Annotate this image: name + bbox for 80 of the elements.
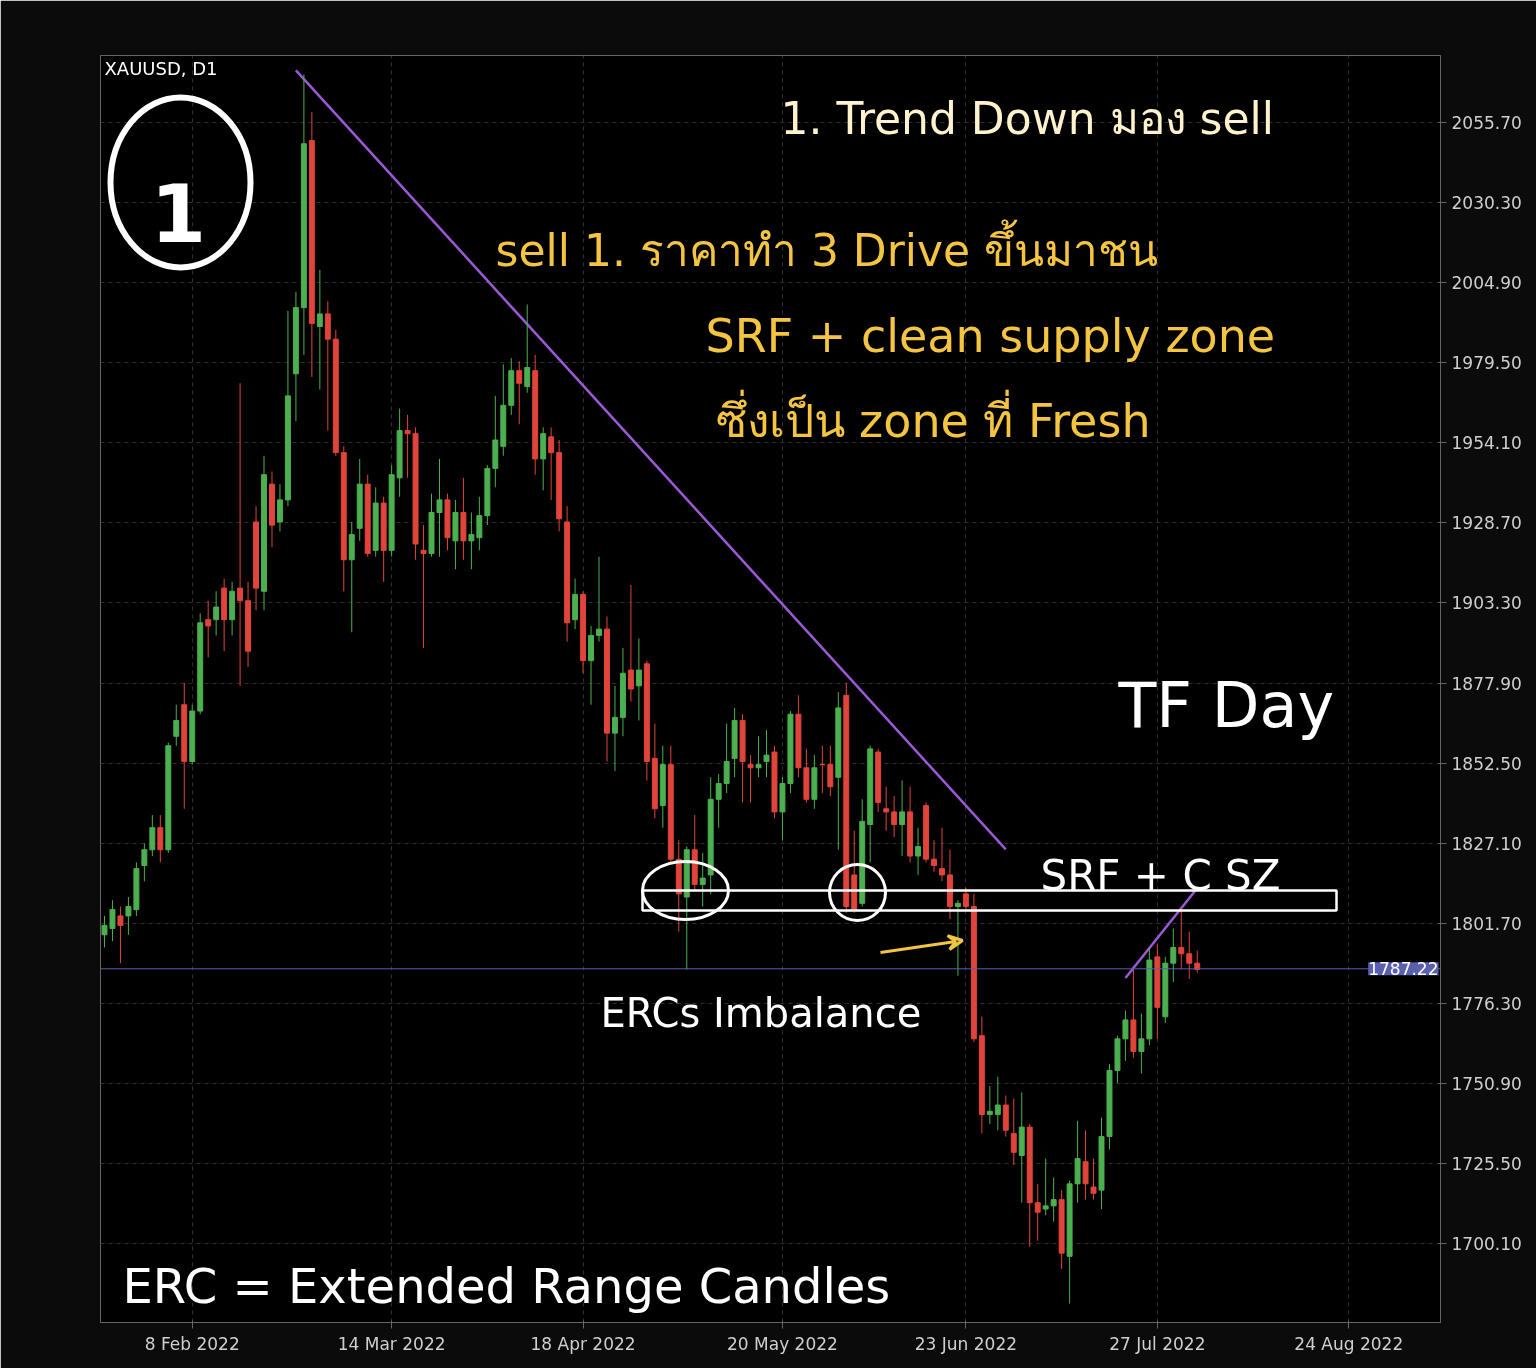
annotation: sell 1. ราคาทำ 3 Drive ขึ้นมาชน: [495, 219, 1159, 276]
candlestick: [237, 382, 244, 687]
chart-title: XAUUSD, D1: [104, 57, 218, 79]
annotation: ERCs Imbalance: [600, 989, 922, 1036]
ref-line-label: 1787.22: [1368, 959, 1439, 980]
candlestick: [157, 814, 164, 863]
candlestick: [986, 1085, 993, 1125]
candlestick: [316, 269, 323, 391]
y-tick-label: 2055.70: [1451, 113, 1522, 134]
y-tick-label: 1801.70: [1451, 913, 1522, 934]
candlestick: [1170, 928, 1177, 983]
annotation: SRF + C SZ: [1040, 851, 1281, 900]
annotation: ซึ่งเป็น zone ที่ Fresh: [715, 388, 1151, 448]
x-tick-label: 27 Jul 2022: [1109, 1333, 1206, 1354]
candlestick: [915, 827, 922, 876]
candlestick: [404, 414, 411, 479]
candlestick: [173, 704, 180, 747]
y-tick-label: 1750.90: [1451, 1073, 1522, 1094]
candlestick: [1178, 905, 1185, 971]
candlestick: [548, 426, 555, 501]
candlestick: [420, 524, 427, 649]
x-tick-label: 18 Apr 2022: [530, 1333, 636, 1354]
candlestick: [723, 723, 730, 794]
candlestick: [827, 745, 834, 797]
candlestick: [954, 899, 961, 977]
y-tick-label: 1954.10: [1451, 433, 1522, 454]
candlestick: [1082, 1129, 1089, 1201]
candlestick: [899, 779, 906, 857]
y-tick-label: 1877.90: [1451, 673, 1522, 694]
candlestick: [627, 584, 634, 703]
y-tick-label: 1979.50: [1451, 353, 1522, 374]
y-tick-label: 1700.10: [1451, 1233, 1522, 1254]
x-tick-label: 8 Feb 2022: [144, 1333, 240, 1354]
candlestick: [117, 905, 124, 964]
candlestick: [763, 729, 770, 778]
x-tick-label: 24 Aug 2022: [1294, 1333, 1404, 1354]
candlestick: [1138, 1013, 1145, 1075]
annotation: TF Day: [1117, 669, 1335, 742]
candlestick: [1090, 1158, 1097, 1201]
y-tick-label: 2004.90: [1451, 273, 1522, 294]
candlestick: [205, 600, 212, 658]
y-tick-label: 1852.50: [1451, 753, 1522, 774]
candlestick: [596, 556, 602, 643]
x-tick-label: 23 Jun 2022: [914, 1333, 1018, 1354]
candlestick: [213, 590, 220, 636]
candlestick: [883, 786, 890, 832]
candlestick: [715, 773, 722, 829]
candlestick: [699, 852, 706, 907]
candlestick: [524, 303, 531, 394]
candlestick: [141, 842, 148, 882]
candlestick: [611, 685, 618, 772]
candlestick: [931, 839, 937, 873]
candlestick: [1010, 1098, 1017, 1166]
candlestick: [891, 795, 898, 838]
y-tick-label: 1776.30: [1451, 993, 1522, 1014]
candlestick: [747, 754, 754, 803]
y-tick-label: 1903.30: [1451, 593, 1522, 614]
x-tick-label: 14 Mar 2022: [337, 1333, 446, 1354]
y-tick-label: 1928.70: [1451, 513, 1522, 534]
annotation: 1: [150, 168, 207, 261]
x-tick-label: 20 May 2022: [727, 1333, 838, 1354]
candlestick: [1186, 931, 1193, 980]
candlestick: [635, 638, 642, 722]
candlestick: [962, 887, 969, 911]
candlestick: [276, 483, 283, 532]
candlestick: [1042, 1158, 1049, 1216]
candlestick: [939, 827, 945, 882]
annotation: SRF + clean supply zone: [705, 308, 1276, 363]
candlestick: [1050, 1177, 1057, 1223]
candlestick: [994, 1076, 1001, 1131]
annotation: 1. Trend Down มอง sell: [780, 93, 1274, 144]
candlestick: [1122, 1009, 1129, 1062]
candlestick: [516, 360, 523, 425]
candlestick: [1034, 1183, 1041, 1242]
y-tick-label: 2030.30: [1451, 193, 1522, 214]
candlestick: [755, 735, 762, 778]
candlestick: [149, 814, 156, 857]
annotation: ERC = Extended Range Candles: [122, 1257, 891, 1314]
y-tick-label: 1827.10: [1451, 833, 1522, 854]
y-tick-label: 1725.50: [1451, 1153, 1522, 1174]
